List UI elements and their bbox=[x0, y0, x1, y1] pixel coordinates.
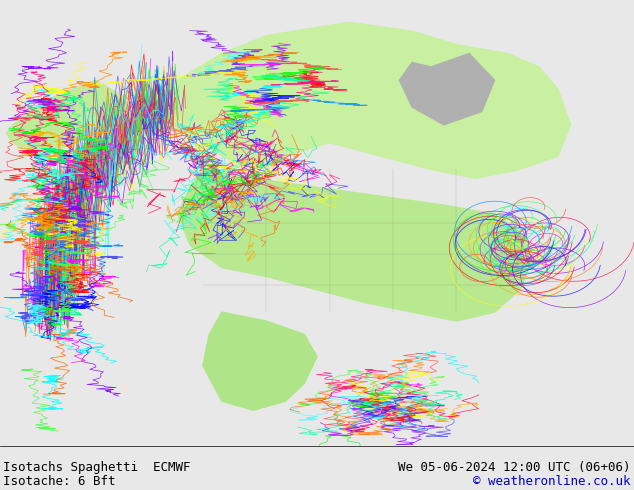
Polygon shape bbox=[178, 170, 533, 321]
Text: © weatheronline.co.uk: © weatheronline.co.uk bbox=[474, 475, 631, 488]
Text: Isotachs Spaghetti  ECMWF: Isotachs Spaghetti ECMWF bbox=[3, 462, 191, 474]
Polygon shape bbox=[114, 22, 571, 178]
Polygon shape bbox=[203, 312, 317, 410]
Polygon shape bbox=[6, 80, 127, 156]
Text: Isotache: 6 Bft: Isotache: 6 Bft bbox=[3, 475, 115, 488]
Polygon shape bbox=[399, 53, 495, 125]
Text: We 05-06-2024 12:00 UTC (06+06): We 05-06-2024 12:00 UTC (06+06) bbox=[398, 462, 631, 474]
